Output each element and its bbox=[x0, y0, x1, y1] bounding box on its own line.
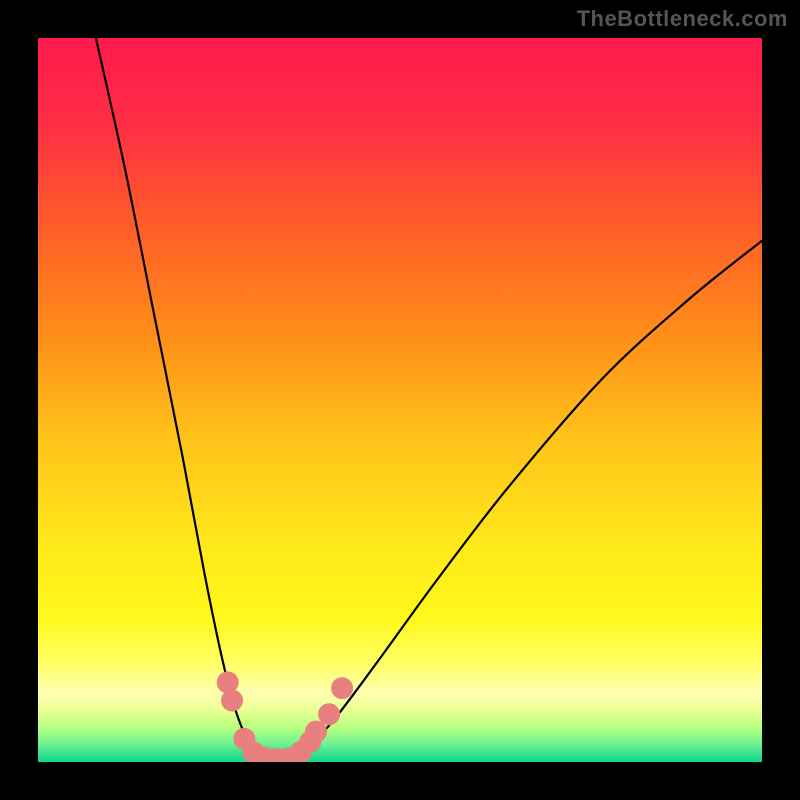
data-marker bbox=[221, 689, 243, 711]
data-marker bbox=[331, 677, 353, 699]
plot-area bbox=[38, 38, 762, 762]
data-marker bbox=[318, 703, 340, 725]
chart-svg bbox=[38, 38, 762, 762]
watermark-text: TheBottleneck.com bbox=[577, 6, 788, 32]
gradient-background bbox=[38, 38, 762, 762]
data-marker bbox=[305, 721, 327, 743]
